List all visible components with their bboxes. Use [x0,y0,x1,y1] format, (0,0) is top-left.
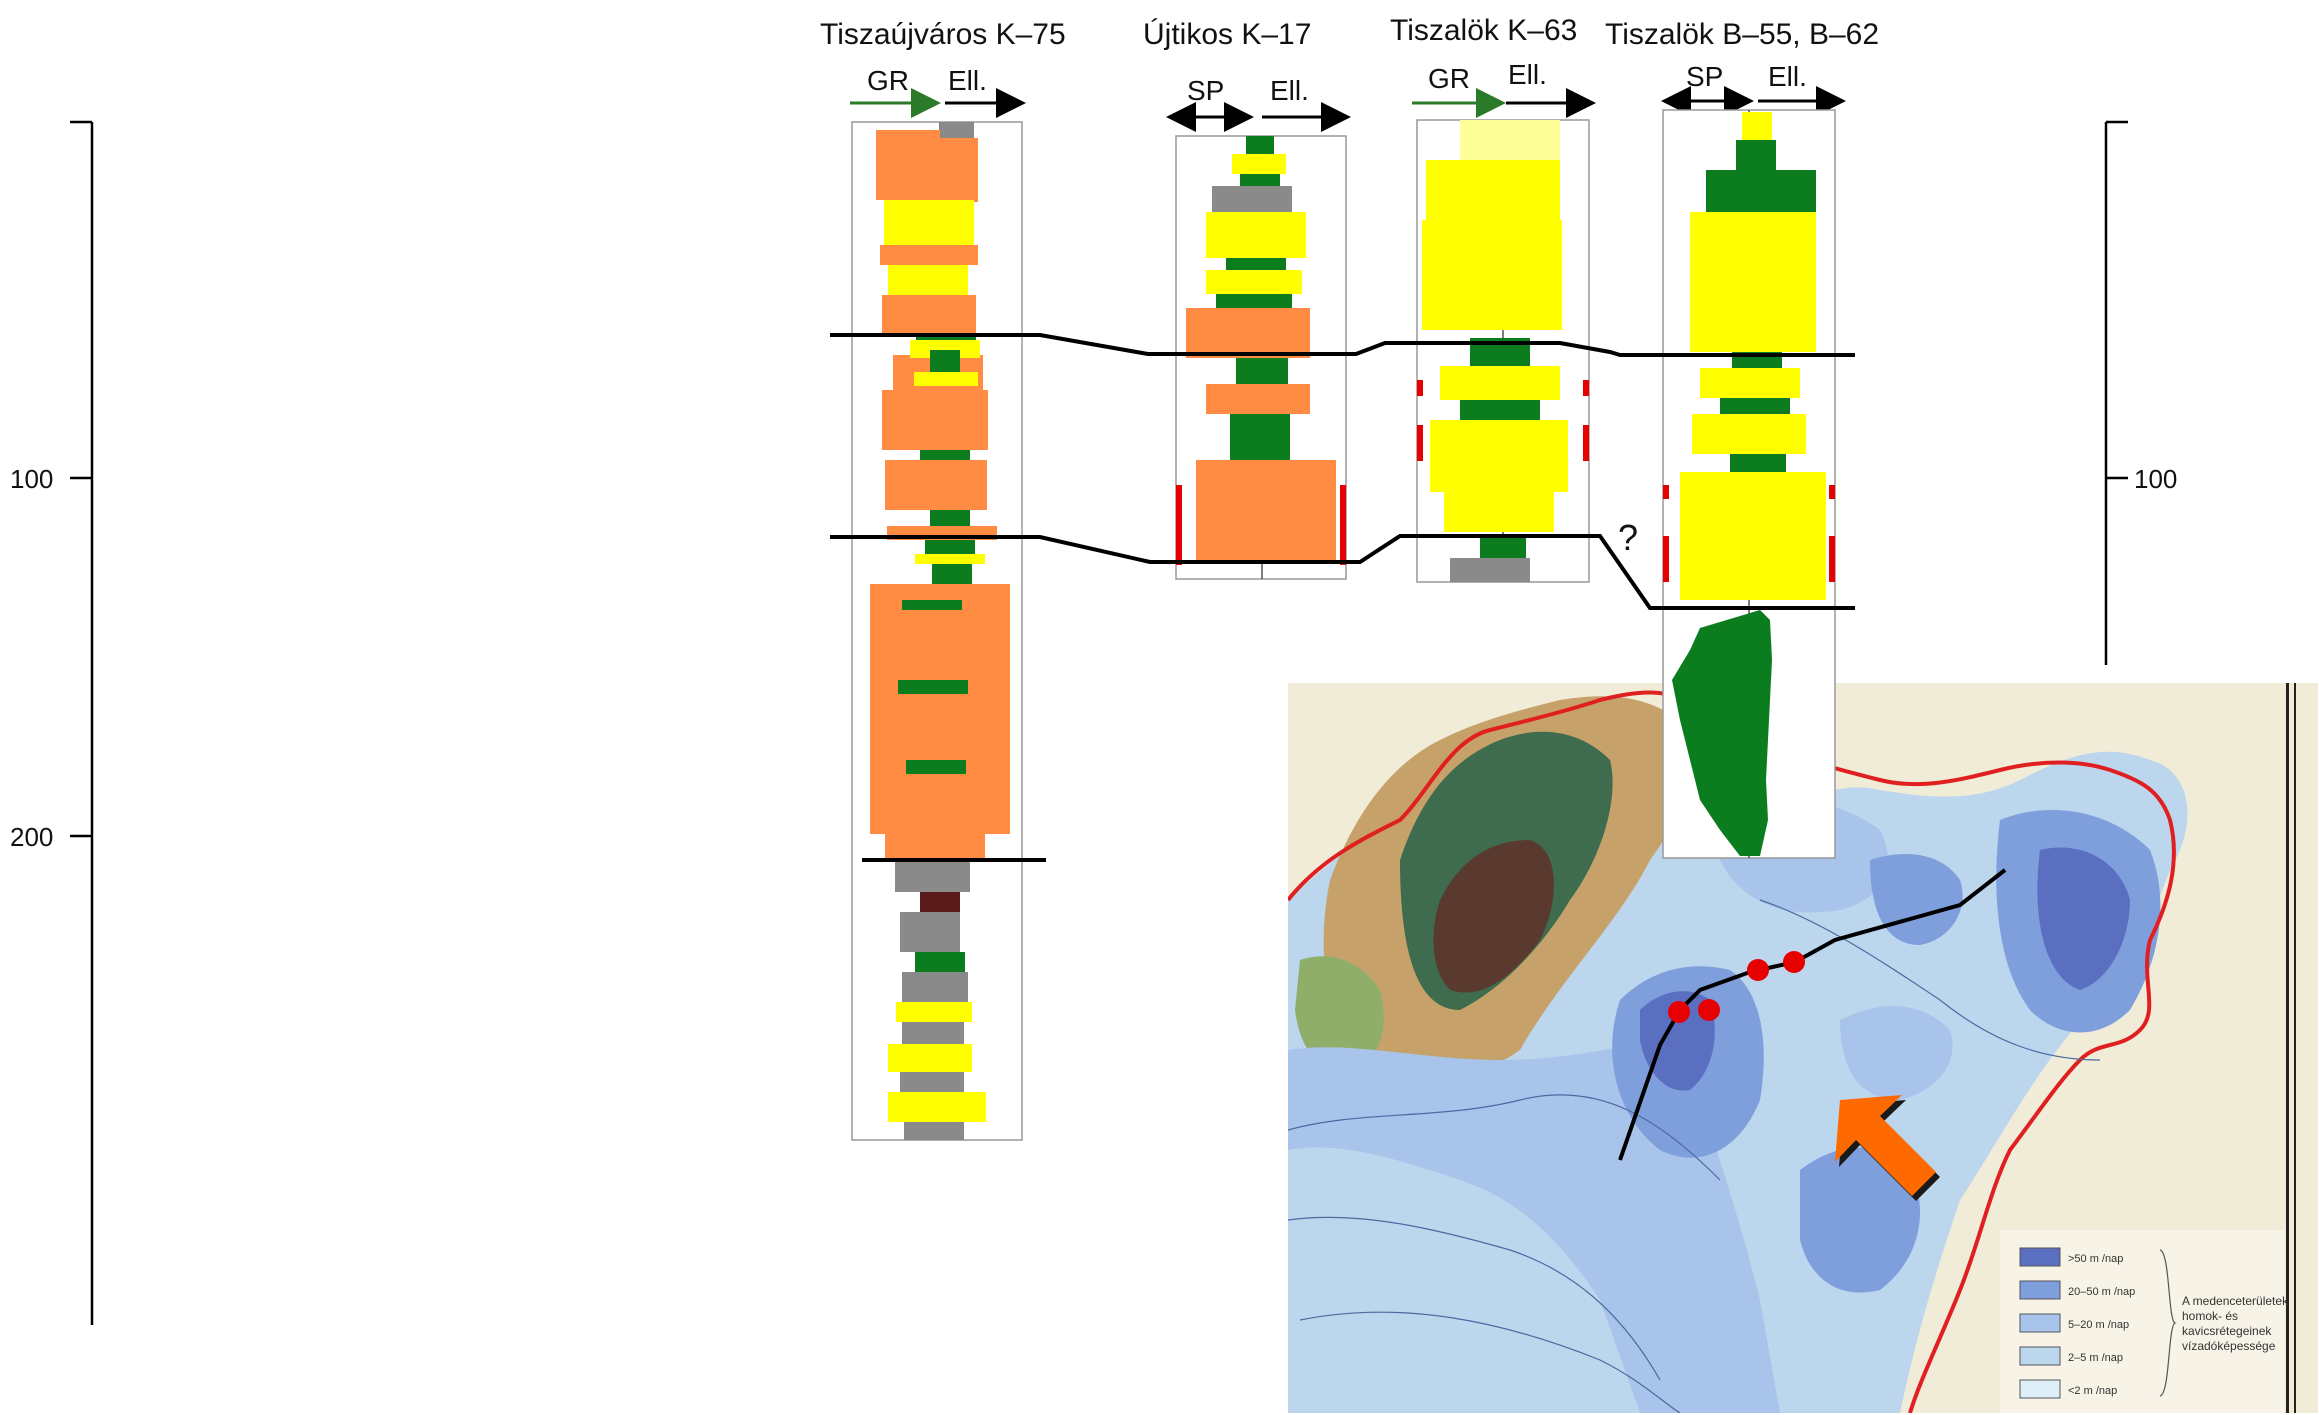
aquifer-map: >50 m /nap 20–50 m /nap 5–20 m /nap 2–5 … [1288,683,2318,1413]
legend-label: 20–50 m /nap [2068,1286,2135,1298]
legend-label: 2–5 m /nap [2068,1352,2123,1364]
log-label-left: SP [1187,75,1224,106]
map-legend: >50 m /nap 20–50 m /nap 5–20 m /nap 2–5 … [2000,1230,2289,1413]
well-log-ujtikos: Újtikos K–17 SP Ell. [1143,18,1351,580]
well-location-dot [1668,1001,1690,1023]
well-log-tiszaujvaros: Tiszaújváros K–75 GR Ell. [820,18,1066,1141]
well-title: Tiszalök K–63 [1390,14,1577,47]
correlation-lines: ? [830,333,1855,862]
right-depth-scale: 100 [2104,120,2177,665]
depth-label-100: 100 [10,464,53,494]
depth-label-200: 200 [10,822,53,852]
well-title: Újtikos K–17 [1143,18,1311,51]
left-depth-scale: 100 200 [10,120,94,1325]
flow-arrow [1835,1095,1940,1201]
legend-note-line: kavicsrétegeinek [2182,1324,2272,1338]
log-label-left: SP [1686,61,1723,92]
depth-label-right-100: 100 [2134,464,2177,494]
legend-label: <2 m /nap [2068,1385,2117,1397]
correlation-line-middle [830,534,1855,610]
well-location-dot [1783,951,1805,973]
well-title: Tiszaújváros K–75 [820,18,1066,51]
legend-label: >50 m /nap [2068,1253,2123,1265]
legend-note-line: vízadóképessége [2182,1339,2276,1353]
log-label-left: GR [1428,63,1470,94]
well-title: Tiszalök B–55, B–62 [1605,18,1879,51]
well-log-tiszalok-k63: Tiszalök K–63 GR Ell. [1390,14,1596,583]
well-location-dot [1747,959,1769,981]
legend-note-line: A medenceterületek [2182,1294,2289,1308]
legend-note-line: homok- és [2182,1309,2238,1323]
log-label-right: Ell. [1270,75,1309,106]
log-label-right: Ell. [1508,59,1547,90]
uncertain-correlation-mark: ? [1618,517,1638,558]
log-label-right: Ell. [948,65,987,96]
correlation-line-upper [830,333,1855,357]
well-log-tiszalok-b55: Tiszalök B–55, B–62 SP Ell. [1605,18,1879,859]
legend-label: 5–20 m /nap [2068,1319,2129,1331]
log-label-right: Ell. [1768,61,1807,92]
well-location-dot [1698,999,1720,1021]
log-label-left: GR [867,65,909,96]
